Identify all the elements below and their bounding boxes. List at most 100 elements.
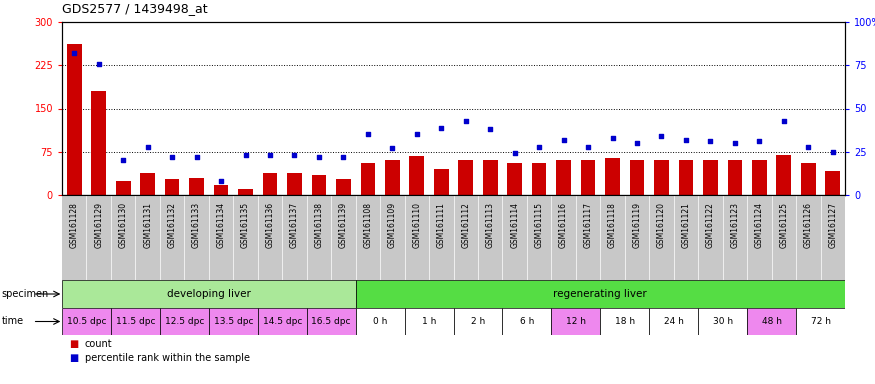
Point [630,140,644,146]
Point [507,151,522,157]
Bar [116,180,130,195]
Point [752,138,766,144]
Point [826,149,840,155]
Bar [551,308,600,335]
Point [360,131,374,137]
Point [67,50,81,56]
Text: 13.5 dpc: 13.5 dpc [214,317,253,326]
Text: GSM161135: GSM161135 [241,202,250,248]
Text: GSM161132: GSM161132 [168,202,177,248]
Text: GSM161130: GSM161130 [119,202,128,248]
Bar [698,308,747,335]
Bar [287,173,302,195]
Text: GSM161138: GSM161138 [314,202,324,248]
Bar [91,91,106,195]
Text: 1 h: 1 h [422,317,437,326]
Point [312,154,326,160]
Point [410,131,423,137]
Text: GSM161127: GSM161127 [829,202,837,248]
Bar [160,308,209,335]
Bar [434,169,449,195]
Point [606,135,620,141]
Text: 72 h: 72 h [810,317,830,326]
Point [434,124,448,131]
Bar [502,308,551,335]
Text: ■: ■ [69,353,78,363]
Point [116,157,130,164]
Text: GSM161115: GSM161115 [535,202,543,248]
Bar [796,308,845,335]
Text: GSM161122: GSM161122 [706,202,715,248]
Text: 6 h: 6 h [520,317,534,326]
Bar [752,161,766,195]
Bar [209,308,258,335]
Bar [453,308,502,335]
Text: GSM161116: GSM161116 [559,202,568,248]
Point [556,137,570,143]
Text: GSM161136: GSM161136 [265,202,275,248]
Bar [62,280,355,308]
Text: 2 h: 2 h [471,317,485,326]
Text: GSM161128: GSM161128 [70,202,79,248]
Text: 16.5 dpc: 16.5 dpc [312,317,351,326]
Text: GSM161113: GSM161113 [486,202,494,248]
Text: 48 h: 48 h [761,317,781,326]
Bar [606,157,620,195]
Bar [355,280,845,308]
Bar [556,161,571,195]
Bar [312,175,326,195]
Point [214,178,228,184]
Text: ■: ■ [69,339,78,349]
Bar [214,185,228,195]
Bar [62,308,111,335]
Text: GSM161123: GSM161123 [731,202,739,248]
Bar [483,161,498,195]
Text: GSM161117: GSM161117 [584,202,592,248]
Text: GSM161121: GSM161121 [682,202,690,248]
Text: GSM161125: GSM161125 [780,202,788,248]
Text: developing liver: developing liver [167,289,251,299]
Text: GSM161124: GSM161124 [755,202,764,248]
Point [385,145,399,151]
Text: GSM161137: GSM161137 [290,202,299,248]
Point [141,144,155,150]
Text: 12.5 dpc: 12.5 dpc [164,317,204,326]
Text: GDS2577 / 1439498_at: GDS2577 / 1439498_at [62,2,207,15]
Point [704,138,717,144]
Bar [727,161,742,195]
Bar [355,308,404,335]
Text: GSM161114: GSM161114 [510,202,519,248]
Bar [630,161,644,195]
Bar [404,308,453,335]
Bar [410,156,424,195]
Bar [825,171,840,195]
Text: 24 h: 24 h [664,317,683,326]
Point [263,152,277,158]
Bar [776,155,791,195]
Text: GSM161108: GSM161108 [363,202,373,248]
Text: GSM161131: GSM161131 [144,202,152,248]
Point [728,140,742,146]
Bar [649,308,698,335]
Point [190,154,204,160]
Bar [654,161,668,195]
Point [239,152,253,158]
Text: 0 h: 0 h [373,317,388,326]
Bar [801,163,816,195]
Bar [360,163,375,195]
Bar [189,178,204,195]
Point [654,133,668,139]
Text: 18 h: 18 h [615,317,635,326]
Text: GSM161119: GSM161119 [633,202,641,248]
Point [532,144,546,150]
Bar [600,308,649,335]
Bar [336,179,351,195]
Point [165,154,179,160]
Text: 10.5 dpc: 10.5 dpc [66,317,106,326]
Bar [385,161,400,195]
Bar [258,308,307,335]
Text: 11.5 dpc: 11.5 dpc [116,317,155,326]
Text: GSM161129: GSM161129 [94,202,103,248]
Bar [507,163,522,195]
Point [458,118,472,124]
